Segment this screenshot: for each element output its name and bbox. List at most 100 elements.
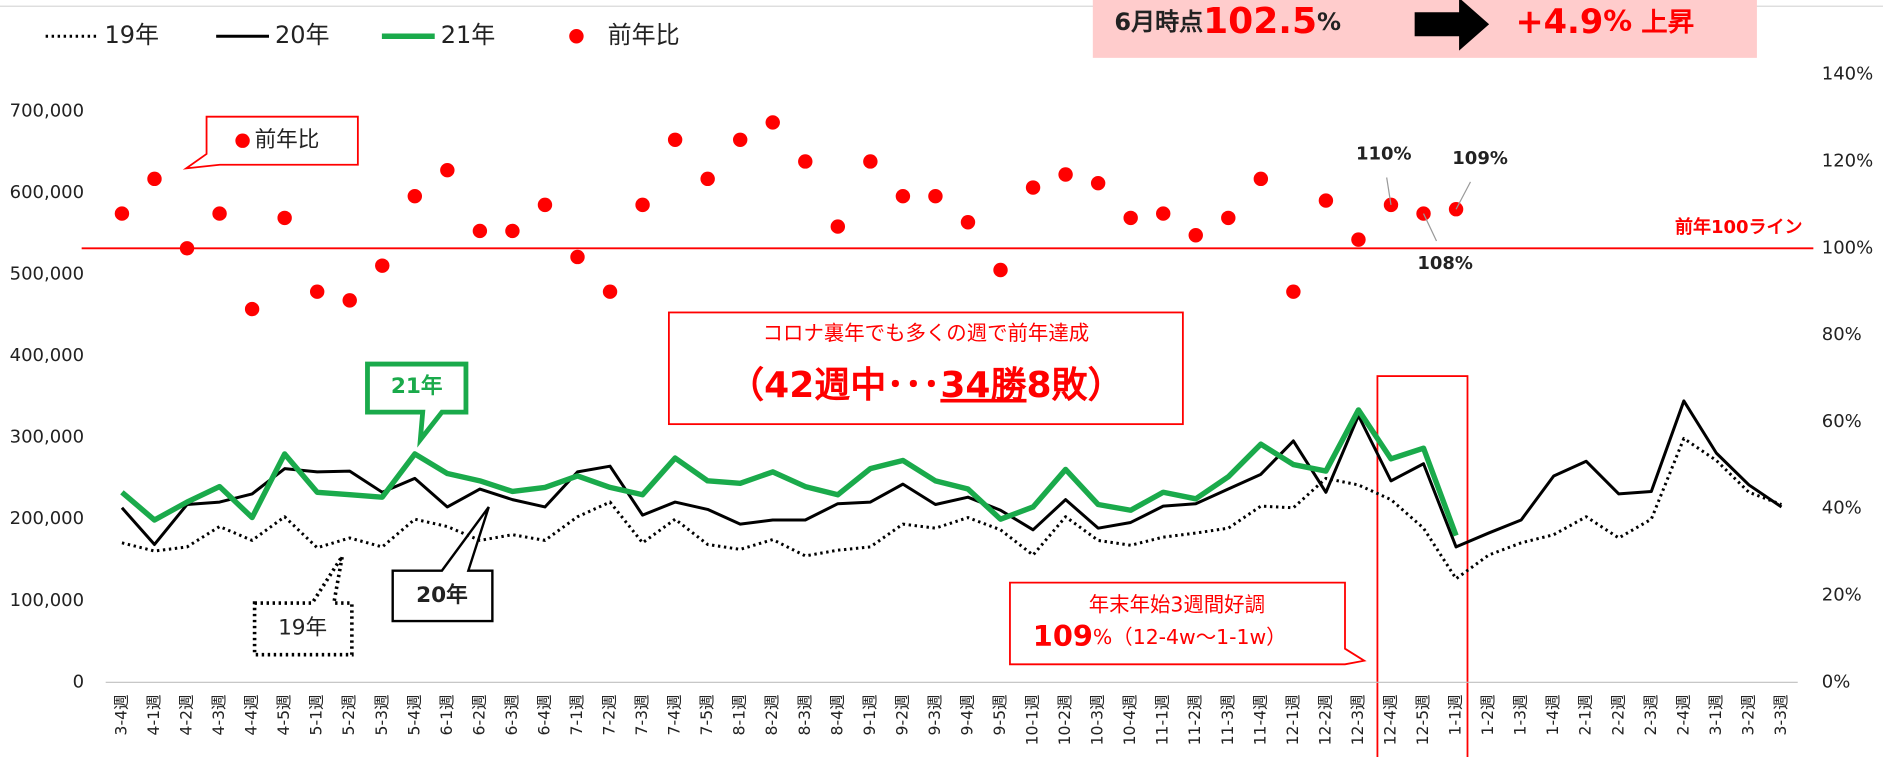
x-tick-label: 9-1週 <box>861 694 879 735</box>
ratio-dot <box>277 210 292 226</box>
y-tick-label: 700,000 <box>10 100 84 121</box>
ratio-dot <box>635 197 650 213</box>
ratio-dot <box>472 223 488 239</box>
legend-label: 19年 <box>104 21 159 49</box>
legend-label: 21年 <box>441 21 496 49</box>
ratio-dot <box>1188 228 1203 243</box>
y-tick-label: 600,000 <box>10 182 84 203</box>
banner-prefix: 6月時点 <box>1114 8 1203 36</box>
ratio-dot <box>993 262 1008 278</box>
banner-text: 6月時点102.5% <box>1114 1 1341 42</box>
ratio-dot <box>960 215 976 230</box>
x-tick-label: 10-2週 <box>1056 694 1074 745</box>
banner-value: 102.5 <box>1203 1 1317 42</box>
ratio-dot <box>1123 210 1138 226</box>
x-tick-label: 6-4週 <box>535 694 553 735</box>
x-tick-label: 2-4週 <box>1674 694 1692 735</box>
x-tick-label: 6-2週 <box>470 694 488 735</box>
x-tick-label: 12-4週 <box>1381 694 1399 745</box>
ratio-dot <box>114 206 130 221</box>
x-tick-label: 9-2週 <box>893 694 911 735</box>
ratio-dot <box>440 162 455 178</box>
ratio-dot <box>375 258 390 273</box>
ratio-dot <box>765 115 780 130</box>
yearend-box <box>1009 581 1367 666</box>
yearend-result: 109%（12-4w～1-1w） <box>1033 619 1287 653</box>
y2-tick-label: 20% <box>1822 585 1862 606</box>
x-tick-label: 7-1週 <box>568 694 586 735</box>
x-tick-label: 11-4週 <box>1251 694 1269 745</box>
x-tick-label: 4-3週 <box>210 694 228 735</box>
value-label: 109% <box>1452 148 1508 169</box>
y2-tick-label: 80% <box>1822 324 1862 345</box>
y19-callout <box>252 555 354 657</box>
x-tick-label: 12-2週 <box>1316 694 1334 745</box>
x-tick-label: 5-1週 <box>308 694 326 735</box>
value-label-leader <box>1455 181 1472 210</box>
x-tick-label: 7-5週 <box>698 694 716 735</box>
y2-tick-label: 40% <box>1822 498 1862 519</box>
x-tick-label: 2-1週 <box>1577 694 1595 735</box>
ratio-dot <box>667 132 683 147</box>
ratio-dot <box>147 171 162 187</box>
value-label-leader <box>1386 177 1392 205</box>
y-tick-label: 200,000 <box>10 508 84 529</box>
ratio-dot <box>309 284 325 299</box>
banner-change: +4.9% 上昇 <box>1516 2 1695 41</box>
x-tick-label: 12-1週 <box>1284 694 1302 745</box>
y2-tick-label: 0% <box>1822 671 1851 692</box>
x-tick-label: 9-4週 <box>958 694 976 735</box>
value-label-leader <box>1422 213 1438 242</box>
x-tick-label: 11-1週 <box>1154 694 1172 745</box>
y2-tick-label: 60% <box>1822 411 1862 432</box>
x-tick-label: 5-4週 <box>405 694 423 735</box>
y-tick-label: 300,000 <box>10 427 84 448</box>
reference-label: 前年100ライン <box>1675 216 1803 238</box>
yearend-title: 年末年始3週間好調 <box>1089 592 1265 616</box>
ratio-dot <box>928 188 943 204</box>
ratio-dot <box>212 206 227 221</box>
ratio-dot <box>537 197 553 213</box>
summary-title: コロナ裏年でも多くの週で前年達成 <box>763 321 1089 345</box>
x-tick-label: 5-2週 <box>340 694 358 735</box>
x-tick-label: 1-4週 <box>1544 694 1562 735</box>
highlight-box <box>1376 375 1469 757</box>
x-tick-label: 2-2週 <box>1609 694 1627 735</box>
ratio-dot <box>732 132 748 147</box>
ratio-dot <box>1025 180 1041 195</box>
x-tick-label: 12-3週 <box>1349 694 1367 745</box>
x-tick-label: 3-2週 <box>1739 694 1757 735</box>
ratio-dot <box>830 219 846 234</box>
x-tick-label: 4-4週 <box>243 694 261 735</box>
ratio-dot <box>1058 167 1073 182</box>
x-tick-label: 8-4週 <box>828 694 846 735</box>
ratio-dot <box>1221 210 1236 226</box>
summary-result: （42週中･･･34勝8敗） <box>728 365 1123 406</box>
banner-change-value: +4.9 <box>1516 2 1604 41</box>
ratio-callout-dot <box>235 133 250 148</box>
ratio-dot <box>407 188 423 204</box>
y21-callout-text: 21年 <box>391 373 443 399</box>
x-tick-label: 1-3週 <box>1512 694 1530 735</box>
x-tick-label: 4-1週 <box>145 694 163 735</box>
ratio-dot <box>1351 232 1366 247</box>
x-tick-label: 11-3週 <box>1219 694 1237 745</box>
yearend-value: 109 <box>1033 619 1093 653</box>
ratio-dot <box>1156 206 1171 221</box>
y-tick-label: 100,000 <box>10 590 84 611</box>
x-tick-label: 3-4週 <box>112 694 130 735</box>
y2-tick-label: 100% <box>1822 237 1873 258</box>
summary-box <box>667 311 1184 426</box>
banner-arrow <box>1414 0 1490 51</box>
ratio-callout-text: 前年比 <box>255 128 320 153</box>
series-line <box>120 399 1783 549</box>
y21-callout <box>365 361 469 448</box>
y-tick-label: 0 <box>73 671 84 692</box>
x-tick-label: 8-3週 <box>796 694 814 735</box>
ratio-dot <box>505 223 520 239</box>
yearend-rest: %（12-4w～1-1w） <box>1093 625 1287 649</box>
y-tick-label: 400,000 <box>10 345 84 366</box>
summary-a: （42週中･･･ <box>728 365 940 406</box>
legend-label: 前年比 <box>608 21 680 49</box>
